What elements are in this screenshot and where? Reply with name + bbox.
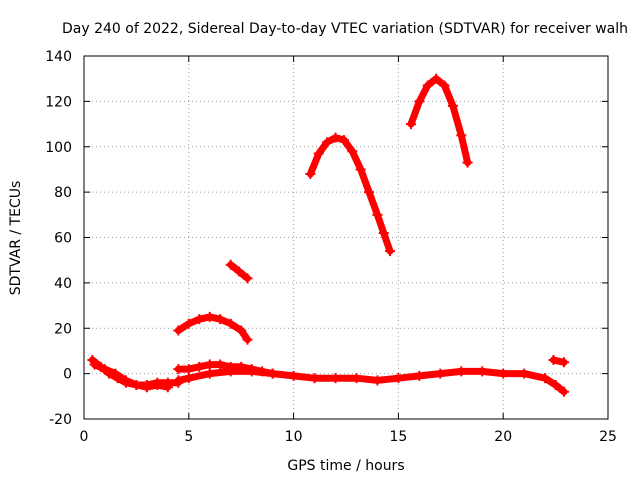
y-tick-label: 80	[54, 185, 72, 201]
data-point	[183, 373, 194, 384]
data-point	[152, 379, 163, 390]
data-point	[173, 364, 184, 375]
data-point	[456, 366, 467, 377]
data-point	[414, 96, 425, 107]
data-point	[204, 311, 215, 322]
data-point	[477, 366, 488, 377]
data-point	[204, 368, 215, 379]
x-tick-label: 20	[494, 429, 512, 445]
data-point	[435, 368, 446, 379]
data-point	[257, 366, 268, 377]
data-point	[173, 375, 184, 386]
data-point	[330, 132, 341, 143]
y-tick-label: 140	[45, 49, 72, 65]
data-point	[99, 364, 110, 375]
x-tick-label: 25	[599, 429, 617, 445]
data-point	[313, 148, 324, 159]
y-tick-label: 40	[54, 276, 72, 292]
data-point	[548, 355, 559, 366]
y-tick-label: -20	[49, 412, 72, 428]
data-point	[372, 375, 383, 386]
x-tick-label: 5	[184, 429, 193, 445]
y-tick-label: 120	[45, 94, 72, 110]
data-point	[131, 379, 142, 390]
data-point	[162, 382, 173, 393]
data-point	[305, 168, 316, 179]
data-point	[215, 359, 226, 370]
data-point	[225, 361, 236, 372]
axis-ticks: 0 5 10 15 20 25 -20 0 20 40 60 80 100 120 140	[45, 49, 617, 445]
data-point	[414, 370, 425, 381]
data-point	[183, 364, 194, 375]
data-point	[462, 157, 473, 168]
data-point	[498, 368, 509, 379]
series-line-track-8	[407, 75, 472, 167]
data-point	[225, 259, 236, 270]
y-axis-label: SDTVAR / TECUs	[8, 181, 24, 296]
data-point	[246, 364, 257, 375]
grid-lines	[84, 56, 608, 419]
data-point	[519, 368, 530, 379]
data-point	[173, 325, 184, 336]
data-point	[141, 382, 152, 393]
data-point	[351, 373, 362, 384]
data-point	[89, 359, 100, 370]
data-point	[422, 80, 433, 91]
data-point	[120, 375, 131, 386]
data-point	[194, 314, 205, 325]
data-point	[393, 373, 404, 384]
data-point	[447, 100, 458, 111]
x-tick-label: 10	[285, 429, 303, 445]
y-tick-label: 100	[45, 140, 72, 156]
data-point	[347, 146, 358, 157]
data-point	[215, 314, 226, 325]
series-line-track-7	[306, 134, 394, 255]
plot-area-frame	[83, 55, 609, 420]
y-tick-label: 60	[54, 231, 72, 247]
data-point	[183, 318, 194, 329]
data-point	[242, 273, 253, 284]
data-point	[385, 246, 396, 257]
data-point	[405, 119, 416, 130]
data-point	[242, 334, 253, 345]
data-point	[550, 379, 561, 390]
data-point	[540, 373, 551, 384]
x-tick-label: 0	[80, 429, 89, 445]
data-point	[372, 209, 383, 220]
data-point	[267, 368, 278, 379]
data-point	[225, 318, 236, 329]
y-tick-label: 0	[63, 367, 72, 383]
data-point	[338, 134, 349, 145]
data-point	[355, 164, 366, 175]
data-point	[110, 368, 121, 379]
series-line-track-4	[174, 361, 277, 378]
data-point	[330, 373, 341, 384]
data-point	[364, 187, 375, 198]
data-series	[87, 73, 569, 397]
chart-title: Day 240 of 2022, Sidereal Day-to-day VTE…	[62, 21, 628, 37]
x-tick-label: 15	[389, 429, 407, 445]
data-point	[558, 386, 569, 397]
x-axis-label: GPS time / hours	[287, 458, 404, 474]
data-point	[431, 73, 442, 84]
y-tick-label: 20	[54, 321, 72, 337]
data-point	[204, 359, 215, 370]
data-point	[456, 130, 467, 141]
data-point	[322, 137, 333, 148]
data-point	[234, 266, 245, 277]
data-point	[288, 370, 299, 381]
data-point	[378, 227, 389, 238]
data-point	[558, 357, 569, 368]
data-point	[309, 373, 320, 384]
data-point	[236, 361, 247, 372]
data-point	[236, 325, 247, 336]
data-point	[439, 80, 450, 91]
data-point	[194, 361, 205, 372]
